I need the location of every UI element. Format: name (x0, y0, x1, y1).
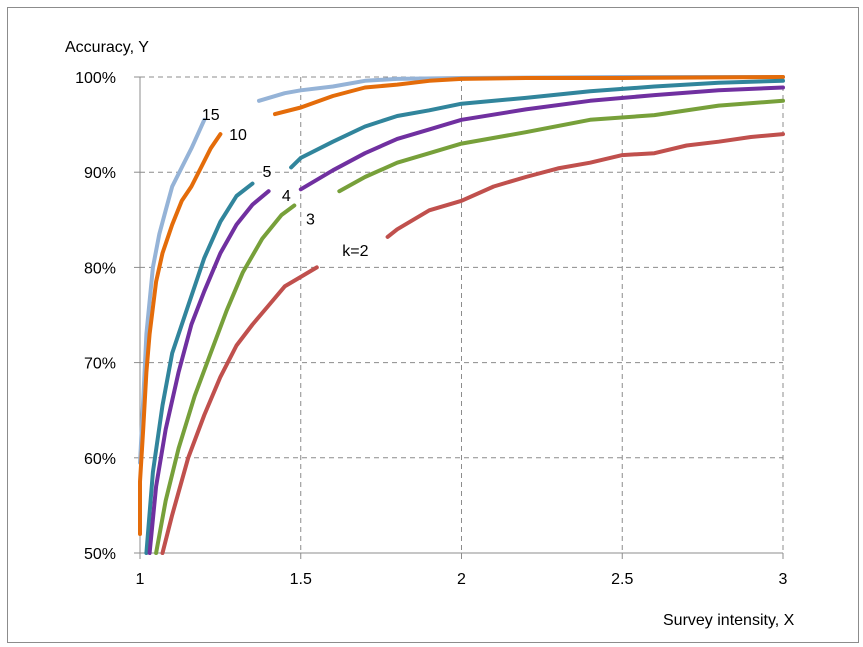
y-tick-label: 50% (84, 546, 116, 563)
series-line-4 (298, 85, 785, 192)
series-line-3 (337, 98, 785, 194)
series-line-k2 (385, 132, 785, 239)
gridlines (134, 76, 784, 559)
x-tick-label: 2.5 (611, 571, 633, 588)
series-line-10 (138, 132, 223, 536)
y-tick-label: 100% (75, 70, 116, 87)
x-tick-label: 2 (457, 571, 466, 588)
series-line-10 (273, 75, 785, 117)
series-label-5: 5 (263, 164, 272, 181)
series-line-5 (289, 78, 785, 170)
x-tick-label: 1.5 (290, 571, 312, 588)
series-labels: 15 10 543 k=2 (202, 107, 369, 260)
series-label-k2: k=2 (342, 243, 368, 260)
series-line-15 (138, 117, 207, 465)
x-tick-label: 1 (136, 571, 145, 588)
series-lines (138, 75, 785, 555)
series-line-4 (147, 189, 271, 555)
tick-labels: 50% 60% 70% 80% 90% 100% 1 1.5 2 2.5 3 (75, 70, 787, 588)
series-label-15: 15 (202, 107, 220, 124)
series-label-4: 4 (282, 188, 291, 205)
y-tick-label: 80% (84, 260, 116, 277)
y-tick-label: 90% (84, 165, 116, 182)
series-line-5 (144, 181, 255, 555)
series-line-k2 (160, 265, 319, 555)
x-tick-label: 3 (779, 571, 788, 588)
y-axis-label: Accuracy, Y (65, 39, 149, 56)
series-line-3 (154, 203, 297, 555)
x-axis-label: Survey intensity, X (663, 612, 795, 629)
y-tick-label: 70% (84, 356, 116, 373)
series-label-3: 3 (306, 212, 315, 229)
series-label-10: 10 (229, 127, 247, 144)
y-tick-label: 60% (84, 451, 116, 468)
